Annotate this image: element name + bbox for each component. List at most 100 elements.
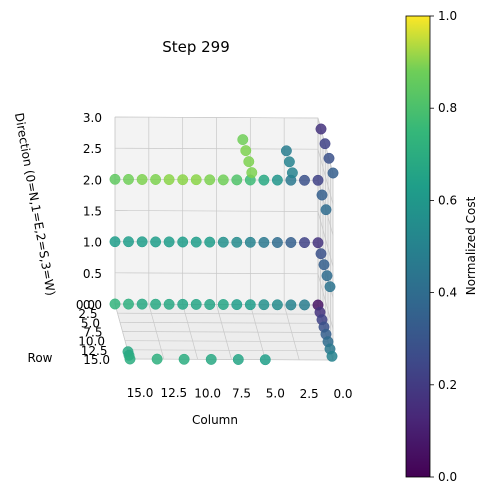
x-tick-label: 10.0 [194, 386, 221, 400]
scatter-point [217, 174, 229, 186]
grid-line-dir [114, 241, 319, 244]
scatter-point [136, 298, 148, 310]
z-tick-label: 1.5 [83, 205, 102, 219]
scatter-point [178, 353, 190, 365]
y-tick-label: 7.5 [83, 326, 102, 340]
scatter-point [190, 236, 202, 248]
scatter-point [109, 236, 121, 248]
y-tick-label: 2.5 [78, 307, 97, 321]
scatter-point [286, 167, 298, 179]
x-tick-label: 15.0 [127, 386, 154, 400]
scatter-point [163, 174, 175, 186]
scatter-point [237, 134, 249, 146]
colorbar-tick-label: 0.2 [438, 378, 457, 392]
scatter-point [244, 236, 256, 248]
colorbar-tick-label: 0.4 [438, 286, 457, 300]
x-tick-label: 0.0 [333, 387, 352, 401]
scatter-point [240, 145, 252, 157]
grid-line-dir [114, 210, 319, 212]
scatter-point [271, 237, 283, 248]
z-tick-label: 1.0 [83, 236, 102, 250]
z-tick-label: 0.5 [83, 267, 102, 281]
grid-line-dir [114, 116, 319, 119]
scatter-point [204, 236, 216, 248]
scatter-point [299, 237, 310, 249]
tick-labels: 0.02.55.07.510.012.515.00.02.55.07.510.0… [76, 111, 353, 401]
grid-line-dir [114, 272, 319, 275]
scatter-point [232, 354, 244, 365]
grid-line-dir [114, 178, 319, 181]
scatter-point [136, 174, 148, 185]
scatter-point [109, 173, 121, 185]
scatter-point [299, 299, 310, 311]
scatter-point [315, 248, 327, 260]
scatter-point [150, 236, 162, 248]
scatter-point [259, 354, 271, 366]
scatter-point [318, 259, 330, 271]
scatter-point [285, 299, 297, 311]
colorbar-label: Normalized Cost [464, 196, 478, 295]
scatter-point [204, 174, 216, 186]
colorbar-tick-label: 0.0 [438, 470, 457, 484]
scatter-point [320, 204, 332, 216]
z-tick-label: 2.5 [83, 142, 102, 156]
scatter-point [258, 299, 270, 311]
colorbar-ticks: 0.0 0.2 0.4 0.6 0.8 1.0 [430, 9, 457, 484]
scatter-point [150, 174, 162, 185]
scatter-point [190, 298, 202, 310]
scatter-point [151, 353, 163, 365]
scatter-point [177, 174, 189, 186]
scatter-point [124, 353, 136, 365]
scatter-point [258, 174, 270, 186]
scatter-point [150, 298, 162, 310]
scatter-point [316, 189, 328, 201]
x-tick-label: 12.5 [160, 386, 187, 400]
z-axis-label: Direction (0=N,1=E,2=S,3=W) [12, 112, 58, 297]
x-axis-label: Column [192, 413, 238, 427]
grid-line-row [129, 358, 334, 361]
scatter-point [271, 299, 283, 311]
scatter-point [285, 237, 297, 248]
scatter-point [283, 156, 295, 168]
scatter-point [163, 236, 175, 248]
scatter-point [299, 174, 310, 186]
grid-line-dir-side [317, 149, 334, 205]
scatter-point [326, 350, 338, 362]
scatter-point [136, 236, 148, 248]
y-tick-label: 12.5 [81, 344, 108, 358]
scatter-point [205, 353, 217, 365]
scatter-points [109, 123, 339, 366]
x-tick-label: 5.0 [266, 387, 285, 401]
scatter-point [312, 174, 324, 186]
colorbar-tick-label: 0.8 [438, 101, 457, 115]
scatter-point [280, 145, 292, 157]
y-tick-label: 5.0 [81, 316, 100, 330]
y-tick-label: 0.0 [76, 298, 95, 312]
grid-line-dir-side [317, 211, 334, 267]
scatter-point [271, 174, 283, 186]
scatter-point [217, 299, 229, 310]
y-tick-label: 10.0 [78, 335, 105, 349]
scatter-point [231, 299, 243, 311]
scatter-point [244, 299, 256, 311]
y-tick-label: 15.0 [83, 353, 110, 367]
scatter-point [123, 173, 134, 185]
grid-line-row [127, 349, 331, 352]
scatter-point [258, 236, 270, 248]
z-tick-label: 0.0 [83, 298, 102, 312]
scatter-point [312, 237, 324, 249]
scatter-point [204, 299, 216, 310]
scatter-point [315, 123, 327, 135]
scatter-point [327, 167, 339, 179]
scatter-point [319, 138, 331, 150]
grid-line-dir [114, 303, 319, 306]
z-tick-label: 2.0 [83, 173, 102, 187]
scatter-point [243, 156, 255, 168]
z-tick-label: 3.0 [83, 111, 102, 125]
scatter-point [231, 174, 243, 186]
scatter-point [163, 298, 175, 310]
scatter-point [109, 298, 121, 310]
colorbar [405, 15, 431, 478]
chart-title: Step 299 [162, 38, 230, 56]
